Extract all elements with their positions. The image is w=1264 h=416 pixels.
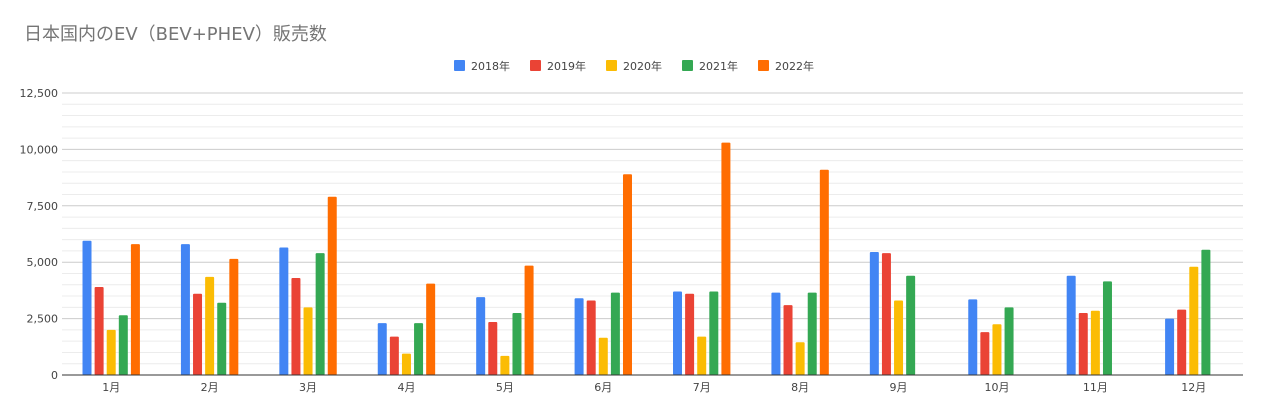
bar-2021年-8月 <box>807 292 817 375</box>
y-tick-label: 5,000 <box>27 256 59 269</box>
bar-2022年-7月 <box>721 142 731 375</box>
legend-swatch <box>682 60 693 71</box>
bar-2020年-1月 <box>106 329 116 375</box>
bar-2021年-2月 <box>217 302 227 375</box>
legend-label: 2019年 <box>547 59 586 73</box>
bar-2018年-1月 <box>82 240 92 375</box>
x-tick-label: 3月 <box>299 381 317 394</box>
bar-2018年-9月 <box>869 252 879 375</box>
bar-2020年-5月 <box>500 355 510 375</box>
bar-2019年-1月 <box>94 287 104 375</box>
legend-label: 2018年 <box>471 59 510 73</box>
bar-2021年-6月 <box>610 292 620 375</box>
bar-2022年-1月 <box>130 244 140 375</box>
bar-2018年-2月 <box>180 244 190 375</box>
bar-2020年-11月 <box>1090 310 1100 375</box>
bar-2021年-3月 <box>315 253 325 375</box>
x-tick-label: 9月 <box>890 381 908 394</box>
bar-2021年-10月 <box>1004 307 1014 375</box>
bar-2018年-4月 <box>377 323 387 375</box>
x-tick-label: 1月 <box>102 381 120 394</box>
gridlines <box>62 92 1243 365</box>
legend-label: 2021年 <box>699 59 738 73</box>
x-tick-label: 11月 <box>1083 381 1108 394</box>
legend-swatch <box>530 60 541 71</box>
x-tick-label: 10月 <box>984 381 1009 394</box>
x-tick-label: 4月 <box>397 381 415 394</box>
bar-2020年-8月 <box>795 342 805 375</box>
bars <box>82 142 1211 375</box>
legend-label: 2022年 <box>775 59 814 73</box>
bar-2019年-9月 <box>881 253 891 375</box>
bar-2019年-3月 <box>291 277 301 375</box>
legend-swatch <box>454 60 465 71</box>
bar-2020年-6月 <box>598 337 608 375</box>
bar-2019年-11月 <box>1078 312 1088 375</box>
bar-2022年-6月 <box>622 174 632 375</box>
y-tick-label: 0 <box>51 369 58 382</box>
bar-2019年-6月 <box>586 300 596 375</box>
x-tick-label: 2月 <box>201 381 219 394</box>
bar-2022年-8月 <box>819 169 829 375</box>
bar-2018年-10月 <box>968 299 978 375</box>
bar-2018年-3月 <box>279 247 289 375</box>
bar-2019年-2月 <box>193 293 203 375</box>
x-tick-label: 8月 <box>791 381 809 394</box>
bar-2019年-4月 <box>389 336 399 375</box>
axes: 0 2,500 5,000 7,500 10,000 12,500 1月 2月 3月 4月 5月 6月… <box>20 87 1243 394</box>
bar-2020年-10月 <box>992 324 1002 375</box>
bar-2020年-12月 <box>1189 266 1199 375</box>
bar-2018年-5月 <box>476 297 486 375</box>
bar-2018年-7月 <box>673 291 683 375</box>
bar-2021年-1月 <box>118 315 128 375</box>
bar-2021年-11月 <box>1102 281 1112 375</box>
y-tick-label: 2,500 <box>27 313 59 326</box>
x-tick-label: 7月 <box>693 381 711 394</box>
bar-2019年-8月 <box>783 305 793 375</box>
bar-2019年-5月 <box>488 321 498 375</box>
bar-2020年-3月 <box>303 307 313 375</box>
x-tick-label: 12月 <box>1181 381 1206 394</box>
legend-swatch <box>758 60 769 71</box>
bar-2021年-12月 <box>1201 249 1211 375</box>
bar-2018年-11月 <box>1066 275 1076 375</box>
bar-2021年-9月 <box>906 275 916 375</box>
bar-2022年-5月 <box>524 265 534 375</box>
legend: 2018年 2019年 2020年 2021年 2022年 <box>454 59 814 73</box>
bar-2020年-9月 <box>894 300 904 375</box>
bar-2021年-5月 <box>512 312 522 375</box>
bar-2020年-4月 <box>401 353 411 375</box>
bar-2019年-7月 <box>685 293 695 375</box>
y-tick-label: 12,500 <box>20 87 59 100</box>
bar-2021年-4月 <box>414 323 424 375</box>
x-tick-label: 5月 <box>496 381 514 394</box>
legend-swatch <box>606 60 617 71</box>
bar-2020年-2月 <box>205 276 215 375</box>
bar-2022年-2月 <box>229 258 239 375</box>
bar-2020年-7月 <box>697 336 707 375</box>
bar-2018年-12月 <box>1165 318 1175 375</box>
bar-2018年-8月 <box>771 292 781 375</box>
bar-2021年-7月 <box>709 291 719 375</box>
bar-2022年-4月 <box>426 283 436 375</box>
bar-2018年-6月 <box>574 298 584 375</box>
chart-title: 日本国内のEV（BEV+PHEV）販売数 <box>24 24 327 45</box>
bar-2019年-10月 <box>980 332 990 375</box>
y-tick-label: 7,500 <box>27 200 59 213</box>
legend-label: 2020年 <box>623 59 662 73</box>
x-tick-label: 6月 <box>594 381 612 394</box>
bar-2022年-3月 <box>327 196 337 375</box>
y-tick-label: 10,000 <box>20 143 59 156</box>
bar-2019年-12月 <box>1177 309 1187 375</box>
